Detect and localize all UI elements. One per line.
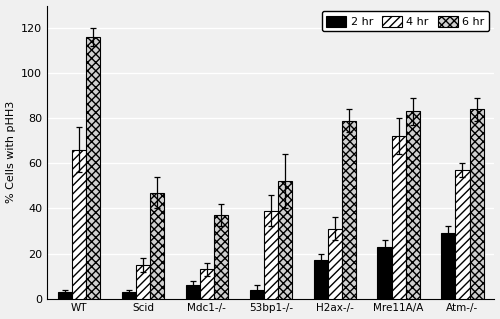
Bar bbox=[342, 121, 356, 299]
Bar bbox=[456, 170, 469, 299]
Bar bbox=[250, 290, 264, 299]
Bar bbox=[442, 233, 456, 299]
Bar bbox=[186, 285, 200, 299]
Bar bbox=[328, 229, 342, 299]
Bar bbox=[392, 136, 406, 299]
Bar bbox=[264, 211, 278, 299]
Y-axis label: % Cells with pHH3: % Cells with pHH3 bbox=[6, 101, 16, 203]
Bar bbox=[200, 269, 214, 299]
Bar bbox=[470, 109, 484, 299]
Bar bbox=[58, 292, 72, 299]
Bar bbox=[136, 265, 150, 299]
Bar bbox=[314, 260, 328, 299]
Bar bbox=[378, 247, 392, 299]
Bar bbox=[86, 37, 100, 299]
Bar bbox=[406, 112, 419, 299]
Bar bbox=[278, 182, 292, 299]
Bar bbox=[214, 215, 228, 299]
Bar bbox=[72, 150, 86, 299]
Legend: 2 hr, 4 hr, 6 hr: 2 hr, 4 hr, 6 hr bbox=[322, 11, 489, 32]
Bar bbox=[150, 193, 164, 299]
Bar bbox=[122, 292, 136, 299]
